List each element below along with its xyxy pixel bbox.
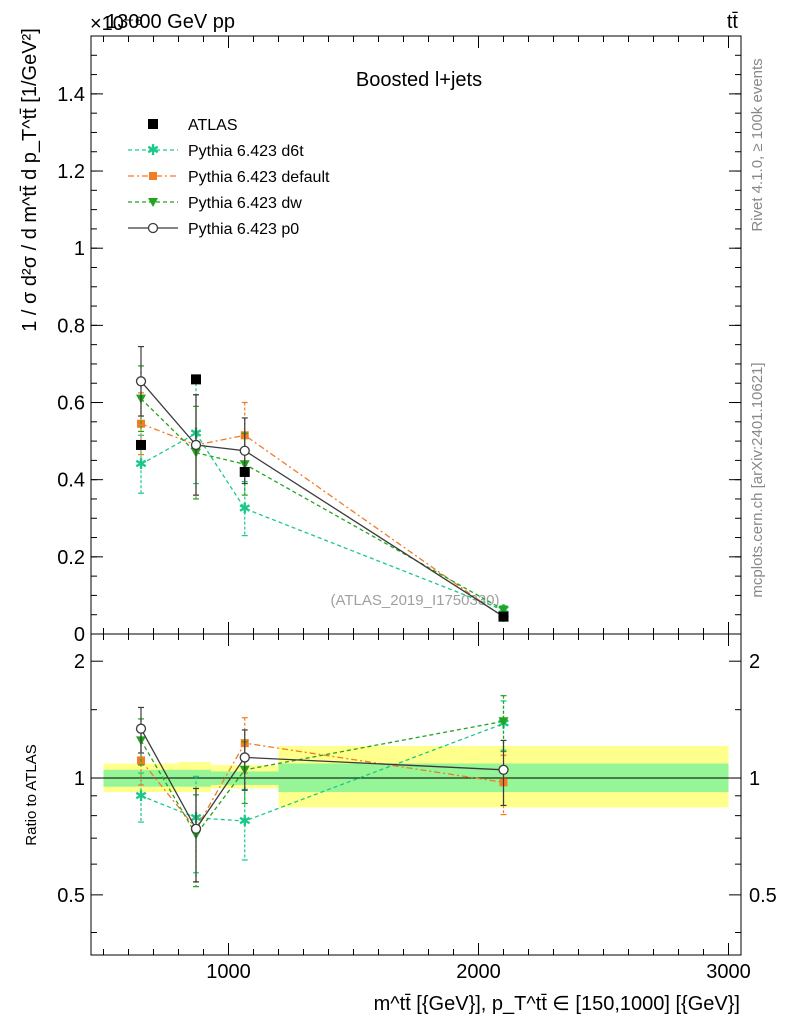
legend-entry-d6t: ✱ Pythia 6.423 d6t — [128, 142, 304, 160]
analysis-tag: (ATLAS_2019_I1750330) — [330, 592, 499, 609]
main-ytick-label: 0.4 — [57, 470, 85, 492]
ratio-point-p0 — [135, 723, 147, 734]
main-ytick-label: 0.2 — [57, 547, 85, 569]
legend-label-default: Pythia 6.423 default — [188, 169, 330, 186]
main-ytick-label: 0.8 — [57, 315, 85, 337]
ratio-ytick-label-right: 0.5 — [749, 885, 777, 907]
legend-marker-p0 — [147, 222, 159, 234]
legend: ATLAS ✱ Pythia 6.423 d6t Pythia 6.423 de… — [128, 117, 330, 238]
x-axis-label: m^tt̄ [{GeV}], p_T^tt̄ ∈ [150,1000] [{Ge… — [374, 993, 740, 1015]
main-ytick-label: 1 — [74, 238, 85, 260]
main-point-atlas — [191, 374, 201, 385]
header-left-label: 13000 GeV pp — [106, 11, 235, 33]
ratio-point-d6t: ✱ — [238, 813, 251, 830]
legend-entry-p0: Pythia 6.423 p0 — [128, 221, 299, 238]
legend-label-dw: Pythia 6.423 dw — [188, 195, 302, 212]
legend-label-d6t: Pythia 6.423 d6t — [188, 143, 304, 160]
main-title: Boosted l+jets — [356, 69, 482, 91]
ratio-ytick-label: 2 — [74, 651, 85, 673]
main-line-default — [140, 423, 504, 618]
main-line-d6t — [140, 432, 504, 611]
ratio-point-p0 — [190, 823, 202, 834]
main-ylabel: 1 / σ d²σ / d m^tt̄ d p_T^tt̄ [1/GeV²] — [19, 28, 41, 332]
legend-marker-d6t: ✱ — [147, 142, 160, 159]
main-line-p0 — [140, 380, 504, 618]
legend-label-p0: Pythia 6.423 p0 — [188, 221, 299, 238]
main-series-atlas — [136, 374, 509, 622]
header-exponent-label: ×10⁻⁶ — [90, 13, 143, 35]
ratio-line-d6t — [140, 723, 504, 822]
legend-marker-default — [149, 172, 157, 180]
main-ytick-label: 0.6 — [57, 393, 85, 415]
legend-entry-dw: Pythia 6.423 dw — [128, 195, 302, 212]
legend-marker-dw — [148, 198, 158, 207]
mcplots-label: mcplots.cern.ch [arXiv:2401.10621] — [749, 362, 766, 597]
ratio-series-p0 — [135, 706, 509, 883]
main-ytick-label: 0 — [74, 624, 85, 646]
main-point-atlas — [239, 466, 250, 477]
main-point-atlas — [136, 439, 146, 450]
main-series-dw — [136, 365, 509, 615]
main-point-d6t: ✱ — [238, 501, 251, 518]
rivet-label: Rivet 4.1.0, ≥ 100k events — [749, 58, 766, 231]
main-ytick-label: 1.2 — [57, 161, 85, 183]
legend-entry-default: Pythia 6.423 default — [128, 169, 330, 186]
ratio-line-default — [140, 742, 504, 830]
ratio-line-p0 — [140, 728, 504, 831]
ratio-point-p0 — [498, 764, 509, 775]
main-point-dw — [498, 605, 509, 615]
ratio-ytick-label: 1 — [74, 768, 85, 790]
main-ytick-label: 1.4 — [57, 84, 85, 106]
ratio-xtick-label: 2000 — [456, 961, 501, 983]
ratio-point-dw — [498, 717, 509, 727]
ratio-point-p0 — [239, 752, 250, 763]
header-right-label: tt̄ — [727, 11, 739, 33]
ratio-ytick-label-right: 1 — [749, 768, 760, 790]
ratio-ytick-label: 0.5 — [57, 885, 85, 907]
main-point-p0 — [239, 445, 250, 456]
main-point-atlas — [498, 611, 509, 622]
ratio-xtick-label: 3000 — [706, 961, 751, 983]
main-series-p0 — [135, 345, 509, 622]
main-line-dw — [140, 398, 504, 611]
legend-entry-atlas: ATLAS — [148, 117, 238, 134]
ratio-point-d6t: ✱ — [135, 788, 148, 805]
main-point-p0 — [190, 439, 202, 451]
main-point-p0 — [135, 376, 147, 387]
main-point-d6t: ✱ — [135, 456, 148, 473]
ratio-ylabel: Ratio to ATLAS — [23, 744, 40, 845]
ratio-ytick-label-right: 2 — [749, 651, 760, 673]
ratio-xtick-label: 1000 — [206, 961, 251, 983]
ratio-line-dw — [140, 720, 504, 836]
main-panel: 00.20.40.60.811.21.4✱✱✱✱ — [57, 35, 742, 646]
legend-label-atlas: ATLAS — [188, 117, 238, 134]
legend-marker-atlas — [148, 119, 158, 129]
ratio-frame — [90, 633, 742, 956]
main-series-d6t: ✱✱✱✱ — [135, 382, 510, 619]
